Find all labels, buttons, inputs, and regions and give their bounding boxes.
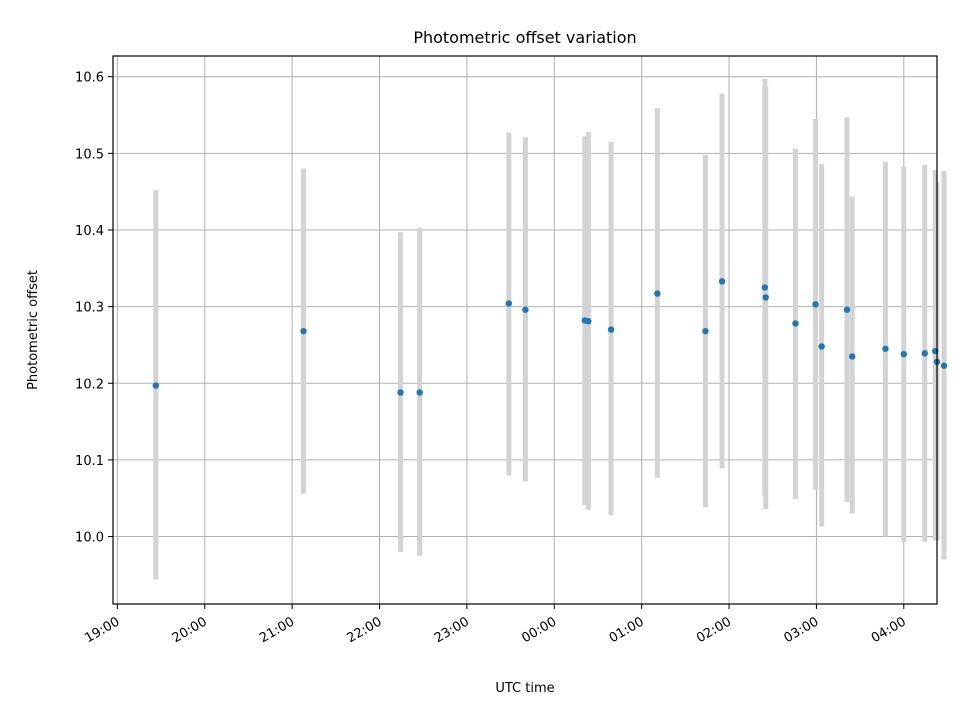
data-point (416, 389, 423, 396)
data-point (702, 327, 709, 335)
data-point (812, 301, 819, 308)
data-point (505, 300, 513, 307)
data-point (152, 382, 160, 389)
data-point (607, 326, 615, 333)
y-tick-label: 10.0 (75, 531, 104, 546)
x-tick-label: 03:00 (781, 614, 821, 646)
data-point (792, 320, 799, 327)
data-point (843, 306, 851, 313)
y-tick-label: 10.4 (75, 224, 104, 239)
x-tick-label: 04:00 (869, 614, 909, 646)
error-bars (153, 78, 947, 580)
chart-title: Photometric offset variation (413, 28, 636, 47)
data-point (761, 284, 769, 291)
data-points (152, 278, 948, 396)
y-tick-label: 10.3 (75, 301, 104, 316)
x-tick-label: 19:00 (82, 614, 122, 646)
x-tick-label: 21:00 (257, 614, 297, 646)
plot-area-frame (112, 55, 938, 605)
x-tick-label: 23:00 (432, 614, 472, 646)
y-tick-label: 10.5 (75, 147, 104, 162)
y-tick-label: 10.6 (75, 71, 104, 86)
data-point (818, 343, 825, 350)
y-axis-ticks: 10.0 10.1 10.2 10.3 10.4 10.5 10.6 (75, 71, 113, 546)
y-axis-label: Photometric offset (26, 270, 41, 390)
x-tick-label: 00:00 (519, 614, 559, 646)
x-tick-label: 22:00 (345, 614, 385, 646)
data-point (882, 345, 889, 352)
data-point (585, 317, 592, 325)
x-tick-label: 02:00 (694, 614, 734, 646)
data-point (300, 327, 307, 335)
y-tick-label: 10.1 (75, 454, 104, 469)
data-point (718, 278, 726, 285)
data-point (654, 290, 661, 297)
data-point (921, 350, 928, 357)
x-tick-label: 20:00 (170, 614, 210, 646)
data-point (397, 389, 404, 396)
x-tick-label: 01:00 (607, 614, 647, 646)
data-point (940, 362, 948, 369)
x-axis-ticks: 19:00 20:00 21:00 22:00 23:00 00:00 01:00 02:00… (82, 604, 909, 646)
data-point (762, 294, 769, 301)
y-tick-label: 10.2 (75, 377, 104, 392)
x-axis-label: UTC time (495, 681, 554, 696)
data-point (849, 353, 856, 360)
data-point (522, 306, 529, 313)
data-point (900, 350, 907, 358)
